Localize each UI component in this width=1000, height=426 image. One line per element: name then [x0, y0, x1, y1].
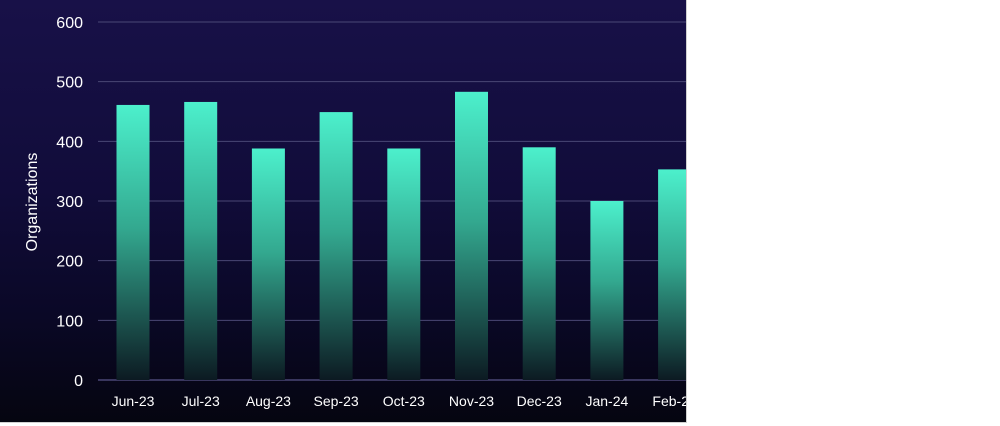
bars: [116, 91, 686, 380]
bar-feb-24: [658, 169, 686, 380]
y-tick-label: 200: [56, 254, 83, 271]
x-tick-label: Sep-23: [314, 393, 359, 409]
x-tick-label: Jan-24: [585, 393, 628, 409]
y-tick-label: 300: [56, 194, 83, 211]
x-tick-label: Jul-23: [182, 393, 220, 409]
x-axis-ticks: Jun-23 Jul-23 Aug-23 Sep-23 Oct-23 Nov-23 Dec-…: [112, 393, 686, 409]
bar-aug-23: [251, 148, 285, 380]
bar-jun-23: [116, 104, 150, 380]
x-tick-label: Aug-23: [246, 393, 291, 409]
x-tick-label: Nov-23: [449, 393, 494, 409]
bar-chart: 0 100 200 300 400 500 600 Jun-23 Jul-23 Aug-23 Se…: [24, 15, 686, 409]
blank-area: [687, 0, 1000, 426]
y-axis-label: Organizations: [24, 153, 41, 252]
y-tick-label: 0: [74, 373, 83, 390]
y-tick-label: 100: [56, 313, 83, 330]
x-tick-label: Jun-23: [112, 393, 155, 409]
bar-oct-23: [387, 148, 421, 380]
bar-jan-24: [590, 201, 624, 380]
x-tick-label: Oct-23: [383, 393, 425, 409]
y-tick-label: 600: [56, 15, 83, 32]
y-tick-label: 500: [56, 75, 83, 92]
bar-jul-23: [184, 101, 218, 380]
x-tick-label: Dec-23: [517, 393, 562, 409]
bar-nov-23: [455, 91, 488, 380]
y-tick-label: 400: [56, 134, 83, 151]
bar-dec-23: [522, 147, 556, 380]
x-tick-label: Feb-24: [652, 393, 686, 409]
y-axis-ticks: 0 100 200 300 400 500 600: [56, 15, 83, 390]
bar-sep-23: [319, 112, 353, 380]
chart-panel: 0 100 200 300 400 500 600 Jun-23 Jul-23 Aug-23 Se…: [0, 0, 687, 423]
